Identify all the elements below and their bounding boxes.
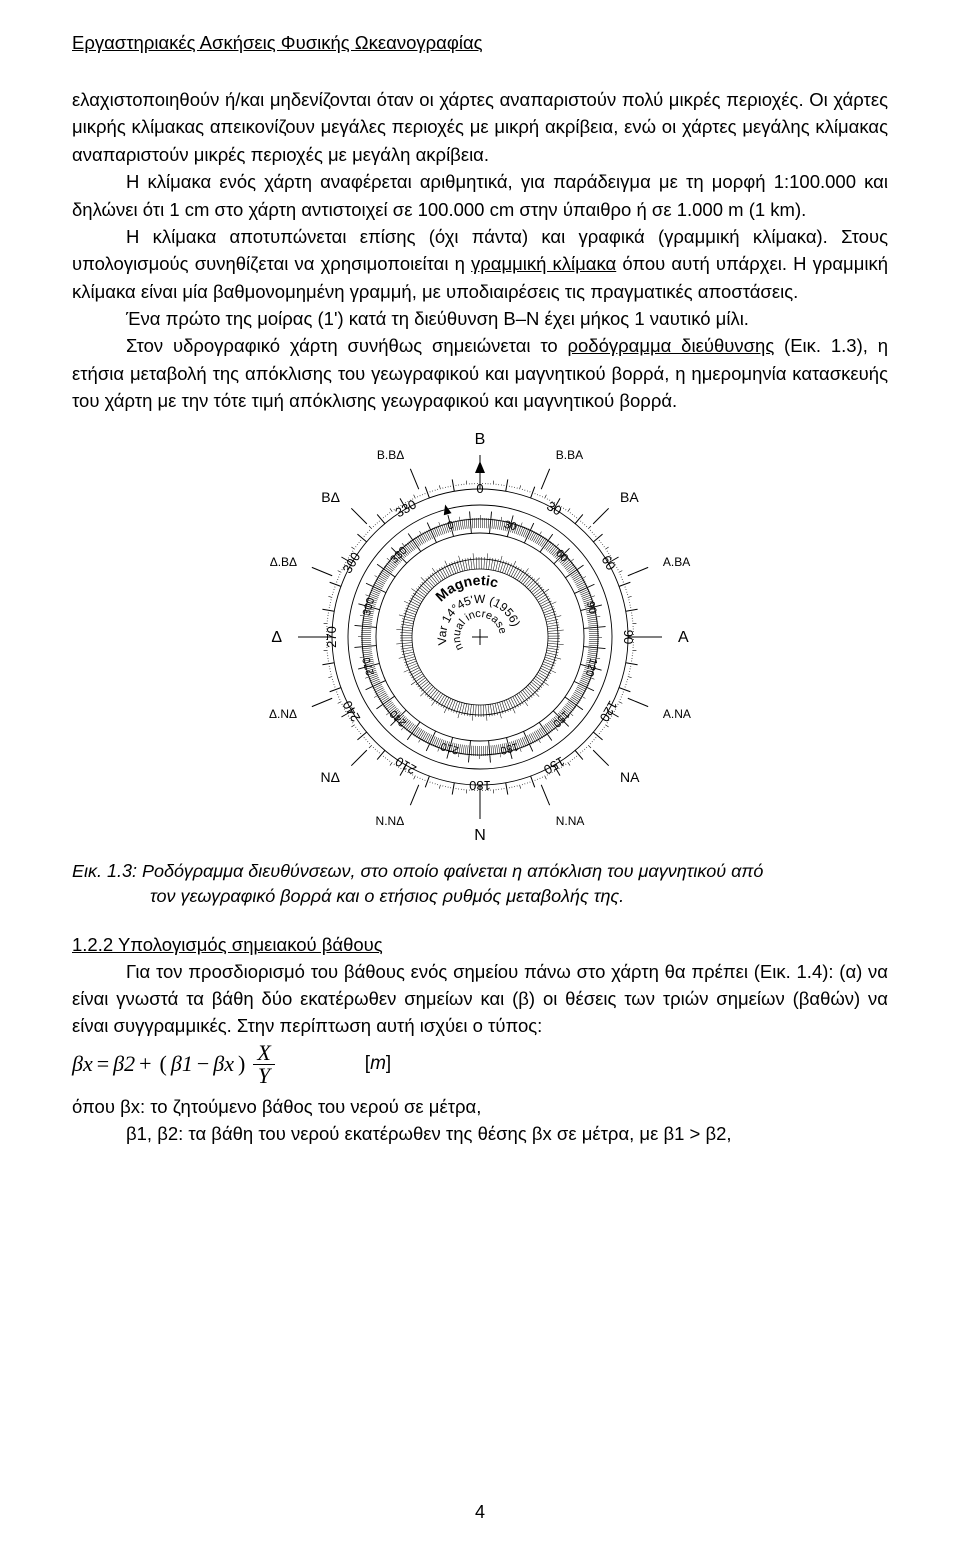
formula-token: βx <box>213 1051 234 1077</box>
svg-text:Δ: Δ <box>271 629 282 646</box>
svg-text:0: 0 <box>476 481 483 496</box>
page-header: Εργαστηριακές Ασκήσεις Φυσικής Ωκεανογρα… <box>72 32 888 60</box>
svg-text:60: 60 <box>598 552 618 572</box>
svg-text:120: 120 <box>583 656 599 677</box>
unit-symbol: m <box>370 1053 386 1074</box>
paragraph: Στον υδρογραφικό χάρτη συνήθως σημειώνετ… <box>72 332 888 414</box>
caption-line: τον γεωγραφικό βορρά και ο ετήσιος ρυθμό… <box>72 884 888 910</box>
svg-text:90: 90 <box>621 629 636 643</box>
body-text: ελαχιστοποιηθούν ή/και μηδενίζονται όταν… <box>72 86 888 415</box>
svg-text:Β: Β <box>475 431 486 448</box>
fraction: X Y <box>253 1042 274 1087</box>
body-text: όπου βx: το ζητούμενο βάθος του νερού σε… <box>72 1093 888 1148</box>
section-heading: 1.2.2 Υπολογισμός σημειακού βάθους <box>72 934 888 956</box>
svg-text:210: 210 <box>439 739 460 755</box>
paragraph: Ένα πρώτο της μοίρας (1') κατά τη διεύθυ… <box>72 305 888 332</box>
svg-text:Δ.ΝΔ: Δ.ΝΔ <box>269 706 297 720</box>
page: Εργαστηριακές Ασκήσεις Φυσικής Ωκεανογρα… <box>0 0 960 1545</box>
svg-text:210: 210 <box>393 753 419 777</box>
formula-token: = <box>93 1051 113 1077</box>
svg-text:Β.ΒΔ: Β.ΒΔ <box>377 448 404 462</box>
formula-row: βx = β2 + ( β1 − βx ) X Y [m] <box>72 1042 888 1087</box>
svg-text:Α.ΝΑ: Α.ΝΑ <box>663 706 691 720</box>
svg-text:180: 180 <box>499 740 520 756</box>
paragraph: ελαχιστοποιηθούν ή/και μηδενίζονται όταν… <box>72 86 888 168</box>
svg-text:300: 300 <box>339 549 363 575</box>
text-run: Στον υδρογραφικό χάρτη συνήθως σημειώνετ… <box>126 335 567 356</box>
svg-text:150: 150 <box>541 753 567 777</box>
svg-text:30: 30 <box>503 518 518 533</box>
svg-text:ΒΔ: ΒΔ <box>321 488 340 504</box>
svg-text:Α.ΒΑ: Α.ΒΑ <box>663 555 690 569</box>
svg-text:240: 240 <box>339 698 363 724</box>
svg-text:Annual increase 2': Annual increase 2' <box>240 419 509 652</box>
svg-text:30: 30 <box>544 498 564 518</box>
compass-figure: 0 30 60 90 120 150 180 210 240 270 300 330 Β Β.ΒΑ ΒΑ Α.… <box>72 419 888 849</box>
paragraph: Η κλίμακα ενός χάρτη αναφέρεται αριθμητι… <box>72 168 888 223</box>
paragraph: β1, β2: τα βάθη του νερού εκατέρωθεν της… <box>72 1120 888 1147</box>
formula-token: − <box>193 1051 213 1077</box>
figure-caption: Εικ. 1.3: Ροδόγραμμα διευθύνσεων, στο οπ… <box>72 859 888 910</box>
svg-text:ΝΑ: ΝΑ <box>620 769 640 785</box>
formula-token: β1 <box>171 1051 193 1077</box>
paragraph: Η κλίμακα αποτυπώνεται επίσης (όχι πάντα… <box>72 223 888 305</box>
formula-token: β2 <box>113 1051 135 1077</box>
svg-text:Ν.ΝΔ: Ν.ΝΔ <box>376 813 405 827</box>
svg-text:Ν.ΝΑ: Ν.ΝΑ <box>556 813 585 827</box>
svg-text:ΝΔ: ΝΔ <box>321 769 340 785</box>
svg-text:Α: Α <box>678 629 689 646</box>
svg-text:270: 270 <box>324 626 339 648</box>
compass-rose-svg: 0 30 60 90 120 150 180 210 240 270 300 330 Β Β.ΒΑ ΒΑ Α.… <box>240 419 720 849</box>
underlined-term: γραμμική κλίμακα <box>471 253 616 274</box>
formula-token: ) <box>234 1051 249 1077</box>
paragraph: όπου βx: το ζητούμενο βάθος του νερού σε… <box>72 1093 888 1120</box>
svg-text:270: 270 <box>361 655 377 676</box>
formula-unit: [m] <box>365 1053 391 1075</box>
svg-text:ΒΑ: ΒΑ <box>620 488 639 504</box>
page-number: 4 <box>0 1502 960 1523</box>
formula-token: + <box>135 1051 155 1077</box>
svg-text:Δ.ΒΔ: Δ.ΒΔ <box>270 555 297 569</box>
formula-token: ( <box>156 1051 171 1077</box>
svg-text:Β.ΒΑ: Β.ΒΑ <box>556 448 583 462</box>
fraction-denominator: Y <box>254 1065 274 1087</box>
svg-text:180: 180 <box>469 778 491 793</box>
svg-text:330: 330 <box>393 496 419 520</box>
formula: βx = β2 + ( β1 − βx ) X Y <box>72 1042 275 1087</box>
paragraph: Για τον προσδιορισμό του βάθους ενός σημ… <box>72 958 888 1040</box>
caption-line: Εικ. 1.3: Ροδόγραμμα διευθύνσεων, στο οπ… <box>72 861 763 881</box>
formula-token: βx <box>72 1051 93 1077</box>
svg-text:300: 300 <box>361 596 377 617</box>
fraction-numerator: X <box>253 1042 274 1065</box>
body-text: Για τον προσδιορισμό του βάθους ενός σημ… <box>72 958 888 1040</box>
svg-text:120: 120 <box>597 698 621 724</box>
underlined-term: ροδόγραμμα διεύθυνσης <box>567 335 774 356</box>
svg-text:Ν: Ν <box>474 827 486 844</box>
